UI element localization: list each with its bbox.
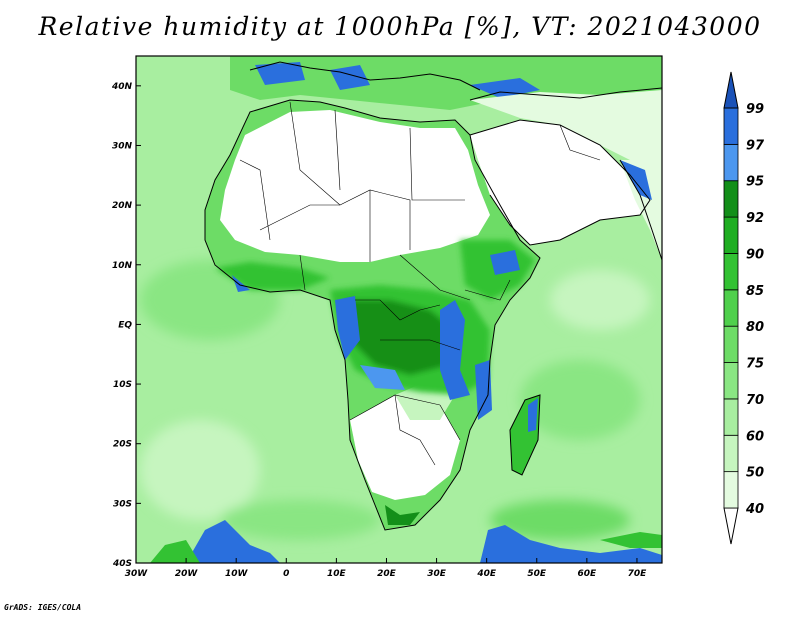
y-tick-label: 20S	[113, 440, 132, 450]
colorbar-level-label: 90	[746, 247, 764, 262]
colorbar-swatch	[723, 289, 739, 327]
colorbar: 40 50 60 70 75 80 85 90 92 95 97 99	[723, 71, 765, 545]
y-tick-label: EQ	[118, 320, 132, 330]
x-tick-label: 0	[283, 569, 289, 579]
colorbar-level-label: 75	[746, 357, 764, 372]
india-coast-saturated	[620, 160, 652, 200]
y-tick-label: 30S	[113, 499, 132, 509]
x-tick-label: 30E	[427, 569, 447, 579]
middle-east-land	[470, 90, 662, 185]
y-tick-label: 10N	[112, 261, 133, 271]
x-tick-label: 20W	[175, 569, 199, 579]
x-tick-label: 10W	[225, 569, 249, 579]
y-tick-label: 40N	[111, 82, 133, 92]
colorbar-swatch	[723, 471, 739, 509]
y-tick-label: 10S	[113, 380, 132, 390]
colorbar-swatch	[723, 325, 739, 363]
colorbar-level-label: 85	[746, 284, 764, 299]
europe-saturated-patches	[255, 62, 540, 98]
x-tick-label: 20E	[377, 569, 397, 579]
x-axis-ticks: 30W 20W 10W 0 10E 20E 30E 40E 50E 60E 70E	[125, 558, 647, 579]
colorbar-level-label: 80	[746, 320, 764, 335]
coastlines	[204, 61, 662, 531]
colorbar-max-arrow	[723, 71, 739, 109]
y-tick-label: 40S	[112, 559, 132, 569]
india-land	[620, 160, 662, 260]
colorbar-min-arrow	[723, 507, 739, 545]
y-tick-label: 30N	[112, 141, 133, 151]
sahara-dry	[220, 110, 490, 262]
arabia-land	[470, 120, 650, 245]
y-tick-label: 20N	[112, 201, 133, 211]
colorbar-swatch	[723, 107, 739, 145]
colorbar-level-label: 60	[746, 429, 764, 444]
colorbar-level-label: 95	[746, 175, 764, 190]
madagascar-saturated	[528, 398, 538, 432]
colorbar-level-label: 97	[746, 138, 765, 153]
south-africa-dry	[350, 395, 460, 500]
colorbar-swatch	[723, 362, 739, 400]
x-tick-label: 60E	[578, 569, 598, 579]
grads-credit: GrADS: IGES/COLA	[4, 603, 82, 612]
colorbar-swatch	[723, 253, 739, 291]
land-saturated-patches	[232, 250, 520, 525]
colorbar-level-label: 70	[746, 393, 764, 408]
colorbar-level-label: 99	[746, 102, 764, 117]
colorbar-level-label: 50	[746, 466, 764, 481]
southern-ocean-saturated	[150, 520, 662, 563]
colorbar-swatch	[723, 180, 739, 218]
colorbar-swatch	[723, 143, 739, 182]
colorbar-level-label: 92	[746, 211, 764, 226]
colorbar-swatch	[723, 434, 739, 473]
x-tick-label: 30W	[125, 569, 149, 579]
colorbar-swatch	[723, 216, 739, 254]
y-axis-ticks: 40N 30N 20N 10N EQ 10S 20S 30S 40S	[111, 82, 141, 569]
ocean-humid-patches	[140, 260, 650, 540]
country-borders	[239, 101, 601, 466]
x-tick-label: 50E	[527, 569, 547, 579]
x-tick-label: 40E	[476, 569, 497, 579]
map-title: Relative humidity at 1000hPa [%], VT: 20…	[38, 12, 762, 41]
colorbar-level-label: 40	[745, 502, 764, 517]
x-tick-label: 70E	[628, 569, 648, 579]
map-frame	[135, 55, 663, 564]
humidity-field	[136, 56, 662, 563]
x-tick-label: 10E	[327, 569, 347, 579]
colorbar-swatch	[723, 398, 739, 436]
